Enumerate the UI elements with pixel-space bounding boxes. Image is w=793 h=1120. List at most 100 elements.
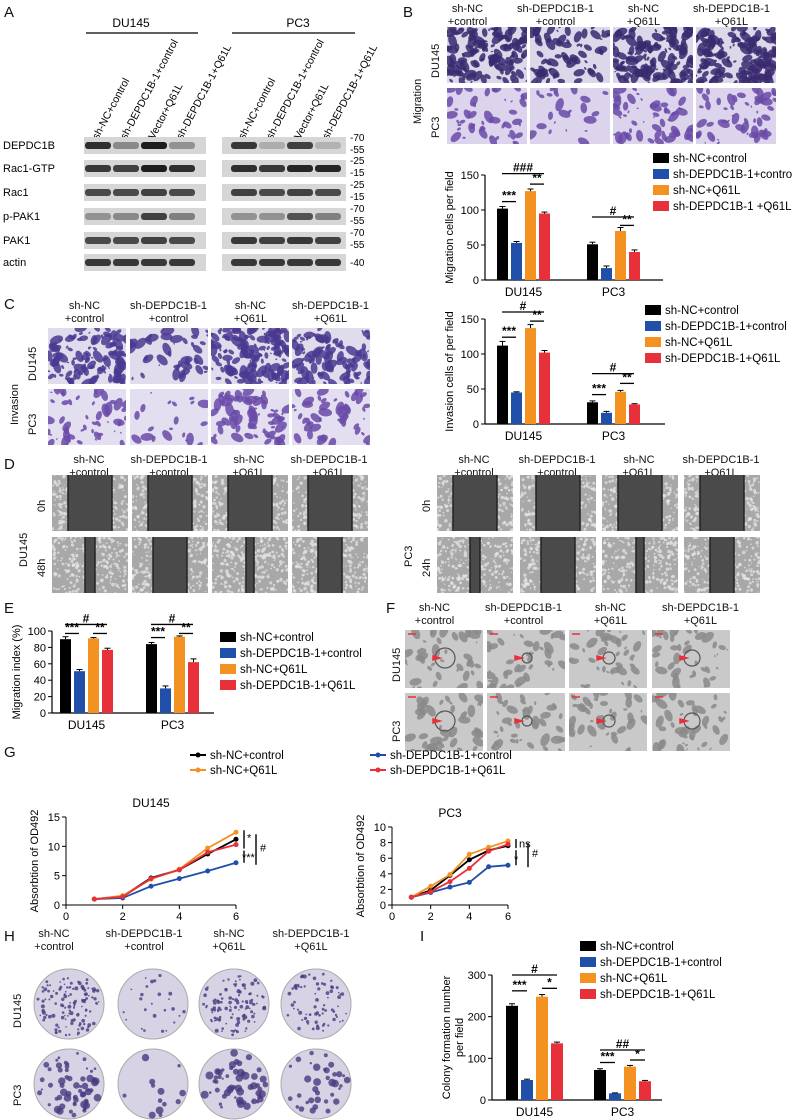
- mw-marker: -70: [350, 228, 365, 239]
- micrograph-du145-migration: [696, 27, 776, 83]
- data-point: [486, 844, 492, 850]
- blot-band: [259, 142, 285, 149]
- condition-label: sh-DEPDC1B-1 +control: [516, 3, 595, 28]
- sphere-image: [652, 693, 730, 751]
- y-tick-label: 200: [468, 1012, 486, 1024]
- y-tick-label: 300: [468, 970, 486, 982]
- legend-swatch: [653, 169, 669, 179]
- bar: [511, 242, 522, 280]
- bar: [511, 392, 522, 424]
- wound-image: [292, 537, 368, 593]
- panel-label-a: A: [4, 4, 15, 21]
- bar: [601, 412, 612, 424]
- mw-marker: -25: [350, 180, 365, 191]
- legend-swatch: [580, 989, 596, 999]
- bar: [146, 644, 157, 713]
- time-label: 48h: [36, 558, 48, 577]
- row-label-cell: PC3: [403, 545, 415, 567]
- blot-band: [231, 165, 257, 172]
- wound-image: [520, 537, 596, 593]
- sphere-micrographs: sh-NC +control sh-DEPDC1B-1 +control sh-NC +Q…: [386, 600, 793, 751]
- bar: [539, 213, 550, 280]
- side-label-migration: Migration: [412, 78, 424, 124]
- y-tick-label: 50: [467, 240, 479, 252]
- migration-index-chart: 0 20 40 60 80 100 Migration index (%) DU145 PC3 *…: [11, 611, 362, 732]
- y-tick-label: 8: [380, 838, 386, 850]
- condition-label: sh-NC +Q61L: [233, 300, 268, 325]
- sphere-image: [405, 630, 483, 688]
- blot-band: [315, 165, 341, 172]
- bar: [536, 996, 548, 1100]
- bar: [506, 1005, 518, 1100]
- category-label: DU145: [516, 1105, 554, 1118]
- data-point: [148, 876, 154, 882]
- micrograph-pc3-invasion: [48, 389, 126, 445]
- mw-marker: -55: [350, 240, 365, 251]
- blot-band: [287, 213, 313, 220]
- y-tick-label: 150: [461, 170, 479, 182]
- colony-dish: [280, 968, 352, 1040]
- significance-label: #: [531, 962, 538, 976]
- blot-band: [85, 189, 111, 196]
- blot-band: [259, 213, 285, 220]
- legend-label: sh-NC+control: [665, 305, 739, 317]
- data-point: [176, 867, 182, 873]
- legend-label: sh-NC+control: [673, 153, 747, 165]
- y-tick-label: 60: [34, 659, 46, 671]
- y-tick-label: 40: [34, 675, 46, 687]
- bar: [609, 1093, 621, 1100]
- blot-band: [141, 237, 167, 244]
- significance-label: ***: [242, 852, 256, 864]
- x-tick-label: 6: [233, 911, 239, 923]
- data-point: [486, 864, 492, 870]
- series-line: [94, 861, 237, 900]
- data-point: [428, 883, 434, 889]
- x-tick-label: 4: [176, 911, 182, 923]
- legend-label: sh-DEPDC1B-1+Q61L: [390, 765, 506, 777]
- migration-bar-chart: 0 50 100 150 Migration cells per field DU145 P…: [444, 153, 793, 299]
- blot-band: [315, 189, 341, 196]
- significance-label: **: [181, 620, 191, 634]
- data-point: [205, 868, 211, 874]
- blot-band: [315, 213, 341, 220]
- mw-marker: -25: [350, 156, 365, 167]
- significance-label: ###: [513, 161, 533, 175]
- blot-band: [315, 259, 341, 266]
- data-point: [148, 883, 154, 889]
- legend-label: sh-DEPDC1B-1+control: [673, 169, 793, 181]
- bar: [188, 662, 199, 713]
- y-tick-label: 0: [380, 900, 386, 912]
- significance-label: *: [547, 975, 552, 989]
- y-tick-label: 4: [380, 869, 386, 881]
- significance-label: ***: [512, 978, 526, 992]
- significance-label: #: [610, 361, 617, 375]
- data-point: [466, 851, 472, 857]
- blot-band: [141, 259, 167, 266]
- y-axis-label: Migration index (%): [11, 625, 23, 720]
- micrograph-pc3-migration: [613, 88, 693, 144]
- condition-label: sh-NC +Q61L: [626, 3, 661, 28]
- series-line: [411, 843, 509, 899]
- category-label: DU145: [68, 718, 106, 732]
- y-tick-label: 80: [34, 642, 46, 654]
- x-tick-label: 0: [63, 911, 69, 923]
- y-axis-label: Absorbtion of OD492: [355, 815, 367, 918]
- significance-label: ***: [151, 625, 165, 639]
- mw-marker: -55: [350, 216, 365, 227]
- blot-band: [169, 213, 195, 220]
- invasion-bar-chart: 0 50 100 150 Invasion cells of per field DU14…: [444, 300, 787, 443]
- significance-label: #: [532, 848, 539, 860]
- series-line: [94, 843, 237, 900]
- significance-label: #: [83, 611, 90, 625]
- blot-band: [85, 165, 111, 172]
- x-tick-label: 2: [428, 911, 434, 923]
- data-point: [408, 894, 414, 900]
- x-tick-label: 4: [466, 911, 472, 923]
- blot-band: [169, 259, 195, 266]
- panel-label-h: H: [4, 928, 15, 945]
- category-label: PC3: [602, 285, 626, 299]
- condition-label: sh-NC +Q61L: [212, 928, 246, 953]
- y-tick-label: 0: [40, 708, 46, 720]
- row-label-pc3: PC3: [27, 413, 39, 435]
- blot-band: [231, 189, 257, 196]
